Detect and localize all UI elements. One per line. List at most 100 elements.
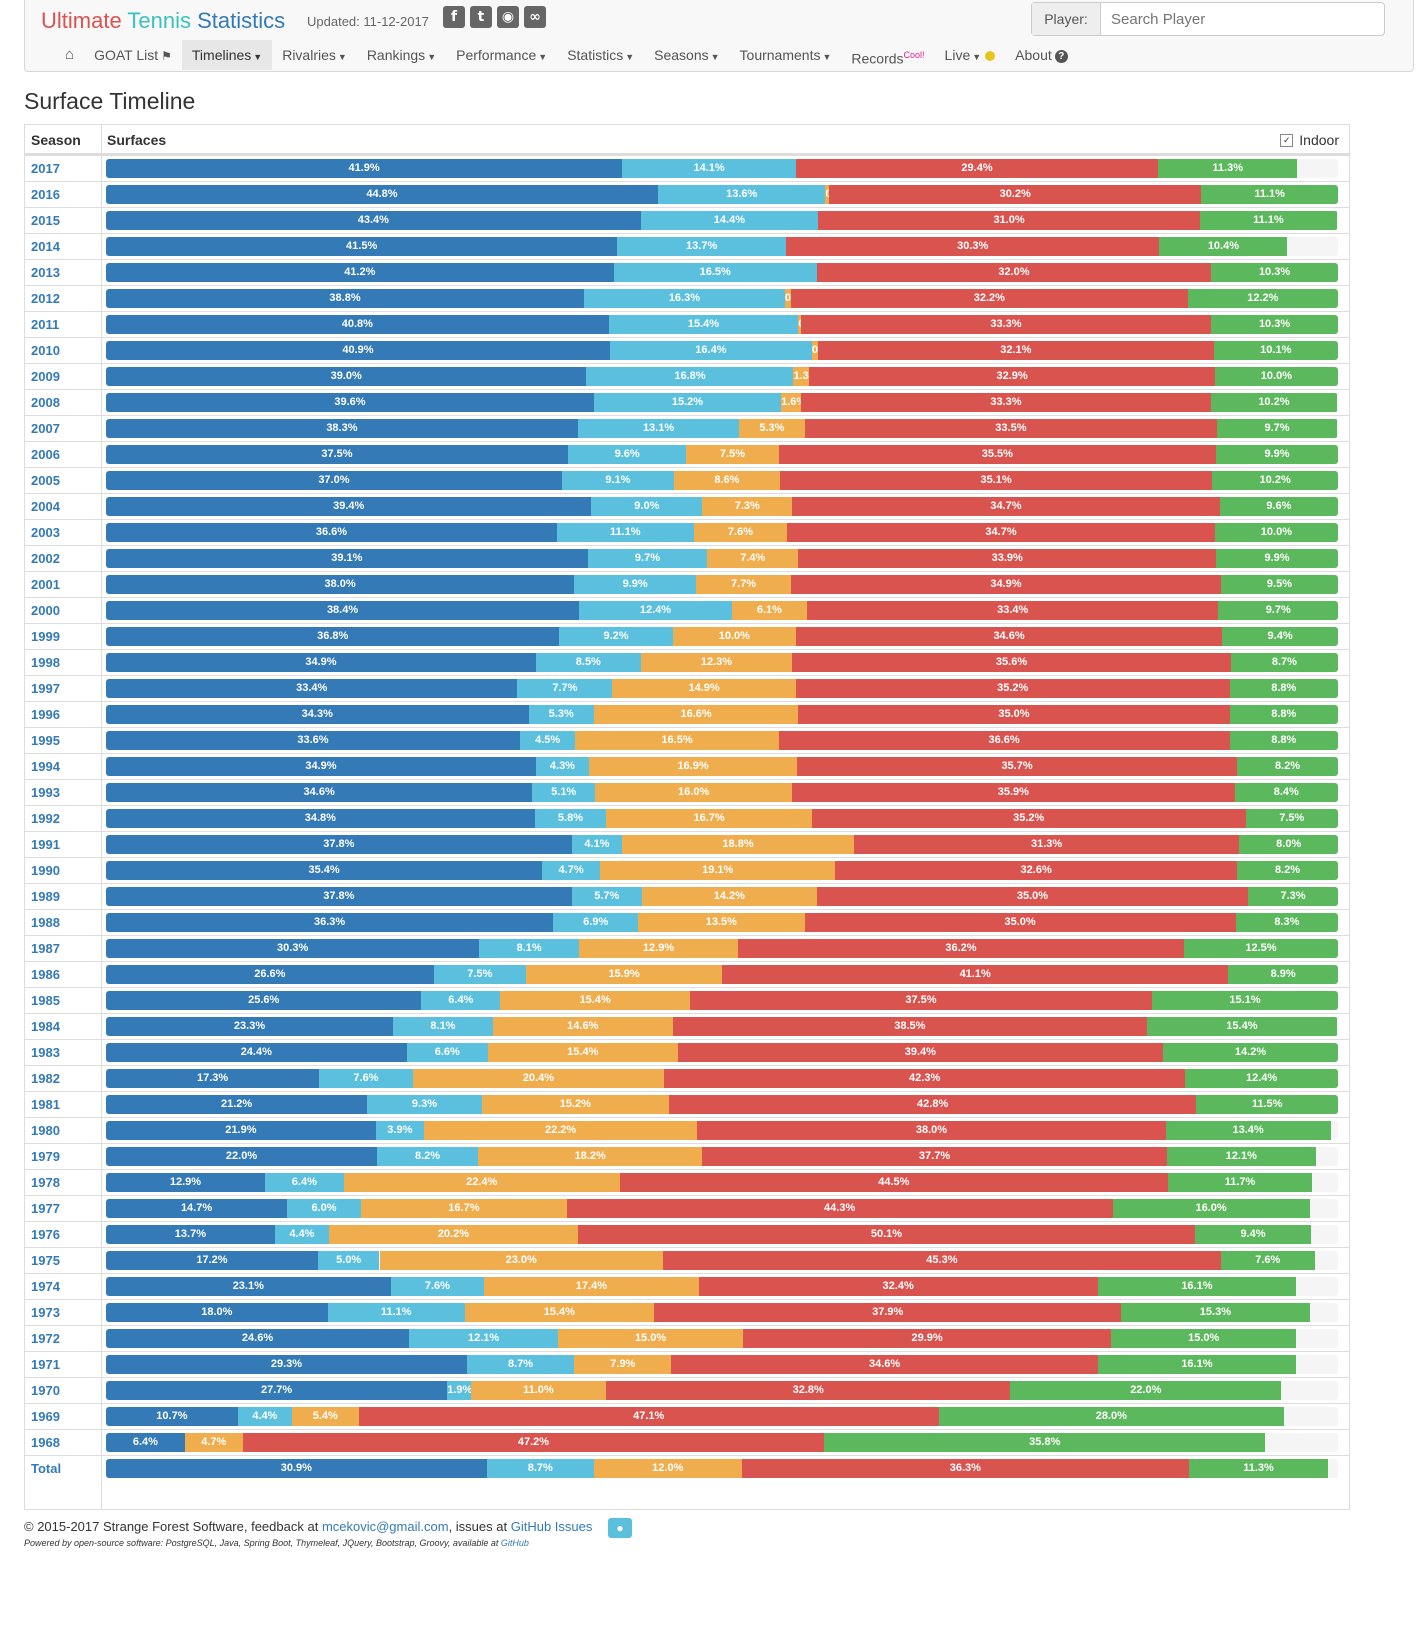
bar-segment-carpet[interactable]: 0.5%	[811, 341, 819, 360]
bar-segment-clay[interactable]: 32.2%	[790, 289, 1188, 308]
bar-segment-hard[interactable]: 26.6%	[106, 965, 434, 984]
bar-segment-hard[interactable]: 25.6%	[106, 991, 422, 1010]
bar-segment-carpet[interactable]: 16.7%	[361, 1199, 567, 1218]
bar-segment-carpet[interactable]: 12.0%	[593, 1459, 742, 1478]
bar-segment-hard[interactable]: 10.7%	[106, 1407, 238, 1426]
bar-segment-indoor-hard[interactable]: 9.0%	[591, 497, 703, 516]
bar-segment-hard[interactable]: 37.8%	[106, 835, 572, 854]
bar-segment-grass[interactable]: 10.0%	[1214, 367, 1338, 386]
bar-segment-carpet[interactable]: 4.7%	[184, 1433, 243, 1452]
bar-segment-indoor-hard[interactable]: 9.6%	[568, 445, 687, 464]
bar-segment-indoor-hard[interactable]: 9.7%	[587, 549, 708, 568]
bar-segment-clay[interactable]: 36.6%	[778, 731, 1230, 750]
bar-segment-indoor-hard[interactable]: 12.1%	[409, 1329, 559, 1348]
season-link[interactable]: 1994	[31, 759, 60, 774]
bar-segment-clay[interactable]: 36.2%	[738, 939, 1184, 958]
bar-segment-grass[interactable]: 10.2%	[1211, 393, 1337, 412]
bar-segment-hard[interactable]: 22.0%	[106, 1147, 378, 1166]
indoor-toggle[interactable]: ✓ Indoor	[1280, 132, 1339, 148]
bar-segment-carpet[interactable]: 15.2%	[481, 1095, 669, 1114]
season-link[interactable]: 2015	[31, 213, 60, 228]
bar-segment-hard[interactable]: 37.0%	[106, 471, 562, 490]
season-link[interactable]: 2017	[31, 161, 60, 176]
bar-segment-indoor-hard[interactable]: 9.3%	[367, 1095, 482, 1114]
bar-segment-clay[interactable]: 50.1%	[577, 1225, 1196, 1244]
bar-segment-clay[interactable]: 31.3%	[853, 835, 1240, 854]
bar-segment-hard[interactable]: 34.3%	[106, 705, 529, 724]
bar-segment-clay[interactable]: 35.7%	[797, 757, 1237, 776]
bar-segment-indoor-hard[interactable]: 6.9%	[553, 913, 639, 932]
bar-segment-indoor-hard[interactable]: 9.2%	[559, 627, 673, 646]
bar-segment-hard[interactable]: 39.1%	[106, 549, 588, 568]
bar-segment-indoor-hard[interactable]: 4.4%	[237, 1407, 293, 1426]
bar-segment-carpet[interactable]: 14.9%	[612, 679, 796, 698]
bar-segment-hard[interactable]: 43.4%	[106, 211, 641, 230]
bar-segment-hard[interactable]: 30.3%	[106, 939, 480, 958]
season-link[interactable]: 1981	[31, 1097, 60, 1112]
bar-segment-hard[interactable]: 21.9%	[106, 1121, 376, 1140]
bar-segment-clay[interactable]: 34.9%	[790, 575, 1221, 594]
bar-segment-carpet[interactable]: 17.4%	[484, 1277, 699, 1296]
season-column-header[interactable]: Season	[31, 132, 81, 148]
bar-segment-clay[interactable]: 33.5%	[804, 419, 1218, 438]
bar-segment-indoor-hard[interactable]: 11.1%	[556, 523, 694, 542]
season-link[interactable]: 2003	[31, 525, 60, 540]
bar-segment-indoor-hard[interactable]: 14.4%	[640, 211, 819, 230]
bar-segment-hard[interactable]: 34.9%	[106, 757, 536, 776]
season-link[interactable]: 1989	[31, 889, 60, 904]
bar-segment-hard[interactable]: 36.8%	[106, 627, 560, 646]
bar-segment-clay[interactable]: 42.3%	[664, 1069, 1186, 1088]
bar-segment-hard[interactable]: 35.4%	[106, 861, 543, 880]
bar-segment-grass[interactable]: 8.7%	[1230, 653, 1338, 672]
bar-segment-grass[interactable]: 8.9%	[1228, 965, 1338, 984]
bar-segment-grass[interactable]: 11.5%	[1196, 1095, 1338, 1114]
bar-segment-grass[interactable]: 7.5%	[1245, 809, 1338, 828]
bar-segment-hard[interactable]: 21.2%	[106, 1095, 368, 1114]
season-link[interactable]: 1978	[31, 1175, 60, 1190]
bar-segment-clay[interactable]: 35.5%	[778, 445, 1217, 464]
bar-segment-clay[interactable]: 45.3%	[662, 1251, 1221, 1270]
season-link[interactable]: 2014	[31, 239, 60, 254]
season-link[interactable]: 1972	[31, 1331, 60, 1346]
bar-segment-grass[interactable]: 11.3%	[1158, 159, 1298, 178]
bar-segment-grass[interactable]: 10.3%	[1211, 263, 1338, 282]
bar-segment-indoor-hard[interactable]: 7.7%	[517, 679, 613, 698]
bar-segment-indoor-hard[interactable]: 5.3%	[528, 705, 594, 724]
bar-segment-indoor-hard[interactable]: 14.1%	[622, 159, 796, 178]
bar-segment-clay[interactable]: 35.2%	[795, 679, 1230, 698]
season-link[interactable]: 1991	[31, 837, 60, 852]
bar-segment-clay[interactable]: 36.3%	[741, 1459, 1189, 1478]
bar-segment-hard[interactable]: 13.7%	[106, 1225, 275, 1244]
bar-segment-hard[interactable]: 27.7%	[106, 1381, 448, 1400]
menu-performance[interactable]: Performance ▼	[446, 40, 557, 70]
season-link[interactable]: 1995	[31, 733, 60, 748]
season-link[interactable]: 1997	[31, 681, 60, 696]
bar-segment-carpet[interactable]: 20.4%	[412, 1069, 665, 1088]
rss-icon[interactable]: ∞	[524, 6, 546, 28]
github-issues-link[interactable]: GitHub Issues	[510, 1519, 593, 1534]
bar-segment-carpet[interactable]: 19.1%	[600, 861, 836, 880]
bar-segment-indoor-hard[interactable]: 8.5%	[535, 653, 641, 672]
bar-segment-carpet[interactable]: 1.3%	[793, 367, 810, 386]
bar-segment-grass[interactable]: 10.0%	[1214, 523, 1338, 542]
season-link[interactable]: 1982	[31, 1071, 60, 1086]
bar-segment-clay[interactable]: 29.9%	[742, 1329, 1112, 1348]
bar-segment-clay[interactable]: 30.3%	[786, 237, 1160, 256]
season-link[interactable]: 2008	[31, 395, 60, 410]
bar-segment-clay[interactable]: 35.9%	[792, 783, 1235, 802]
bar-segment-grass[interactable]: 12.4%	[1185, 1069, 1338, 1088]
bar-segment-indoor-hard[interactable]: 16.5%	[613, 263, 817, 282]
bar-segment-hard[interactable]: 39.6%	[106, 393, 594, 412]
season-link[interactable]: 2011	[31, 317, 60, 332]
season-link[interactable]: 1998	[31, 655, 60, 670]
bar-segment-hard[interactable]: 34.8%	[106, 809, 535, 828]
bar-segment-grass[interactable]: 9.6%	[1219, 497, 1338, 516]
bar-segment-clay[interactable]: 32.4%	[698, 1277, 1098, 1296]
bar-segment-carpet[interactable]: 15.4%	[464, 1303, 655, 1322]
bar-segment-clay[interactable]: 41.1%	[722, 965, 1229, 984]
bar-segment-indoor-hard[interactable]: 4.4%	[274, 1225, 329, 1244]
bar-segment-clay[interactable]: 42.8%	[669, 1095, 1197, 1114]
bar-segment-grass[interactable]: 9.4%	[1222, 627, 1338, 646]
bar-segment-grass[interactable]: 10.1%	[1213, 341, 1338, 360]
bar-segment-grass[interactable]: 7.6%	[1220, 1251, 1315, 1270]
